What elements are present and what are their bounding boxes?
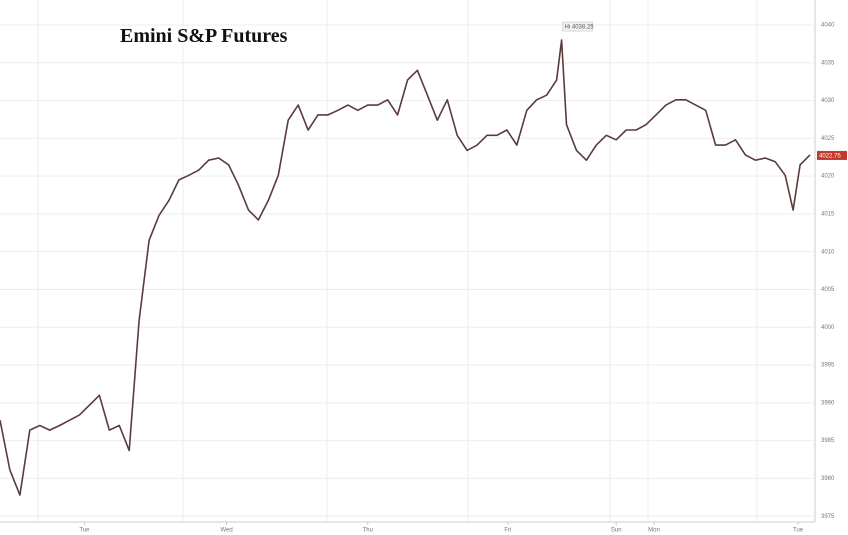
x-tick-label: Wed xyxy=(220,528,232,534)
x-tick-label: Fri xyxy=(504,528,511,534)
annotation-box xyxy=(562,21,593,32)
y-tick-label: 4040 xyxy=(821,23,835,29)
x-tick-label: Tue xyxy=(79,528,90,534)
y-tick-label: 4020 xyxy=(821,174,835,180)
x-tick-label: Sun xyxy=(611,528,622,534)
annotation-label: 4022.75 xyxy=(819,153,841,159)
x-tick-label: Tue xyxy=(793,528,804,534)
x-tick-label: Thu xyxy=(363,528,373,534)
y-tick-label: 4035 xyxy=(821,60,835,66)
y-tick-label: 3985 xyxy=(821,438,835,444)
day-separators xyxy=(37,0,758,522)
y-tick-label: 4015 xyxy=(821,211,835,217)
annotation-label: Hi 4038.25 xyxy=(565,24,595,30)
y-tick-label: 3975 xyxy=(821,514,835,520)
y-tick-label: 4000 xyxy=(821,325,835,331)
y-tick-label: 3995 xyxy=(821,363,835,369)
y-tick-label: 3990 xyxy=(821,400,835,406)
x-tick-label: Mon xyxy=(648,528,660,534)
y-tick-label: 4010 xyxy=(821,249,835,255)
chart-title: Emini S&P Futures xyxy=(120,25,288,47)
y-tick-label: 3980 xyxy=(821,476,835,482)
y-tick-label: 4005 xyxy=(821,287,835,293)
annotation-box xyxy=(817,150,847,160)
annotation: 4022.75 xyxy=(817,150,847,160)
price-line xyxy=(0,39,811,496)
y-tick-label: 4030 xyxy=(821,98,835,104)
y-tick-label: 4025 xyxy=(821,136,835,142)
annotation: Hi 4038.25 xyxy=(562,21,595,32)
